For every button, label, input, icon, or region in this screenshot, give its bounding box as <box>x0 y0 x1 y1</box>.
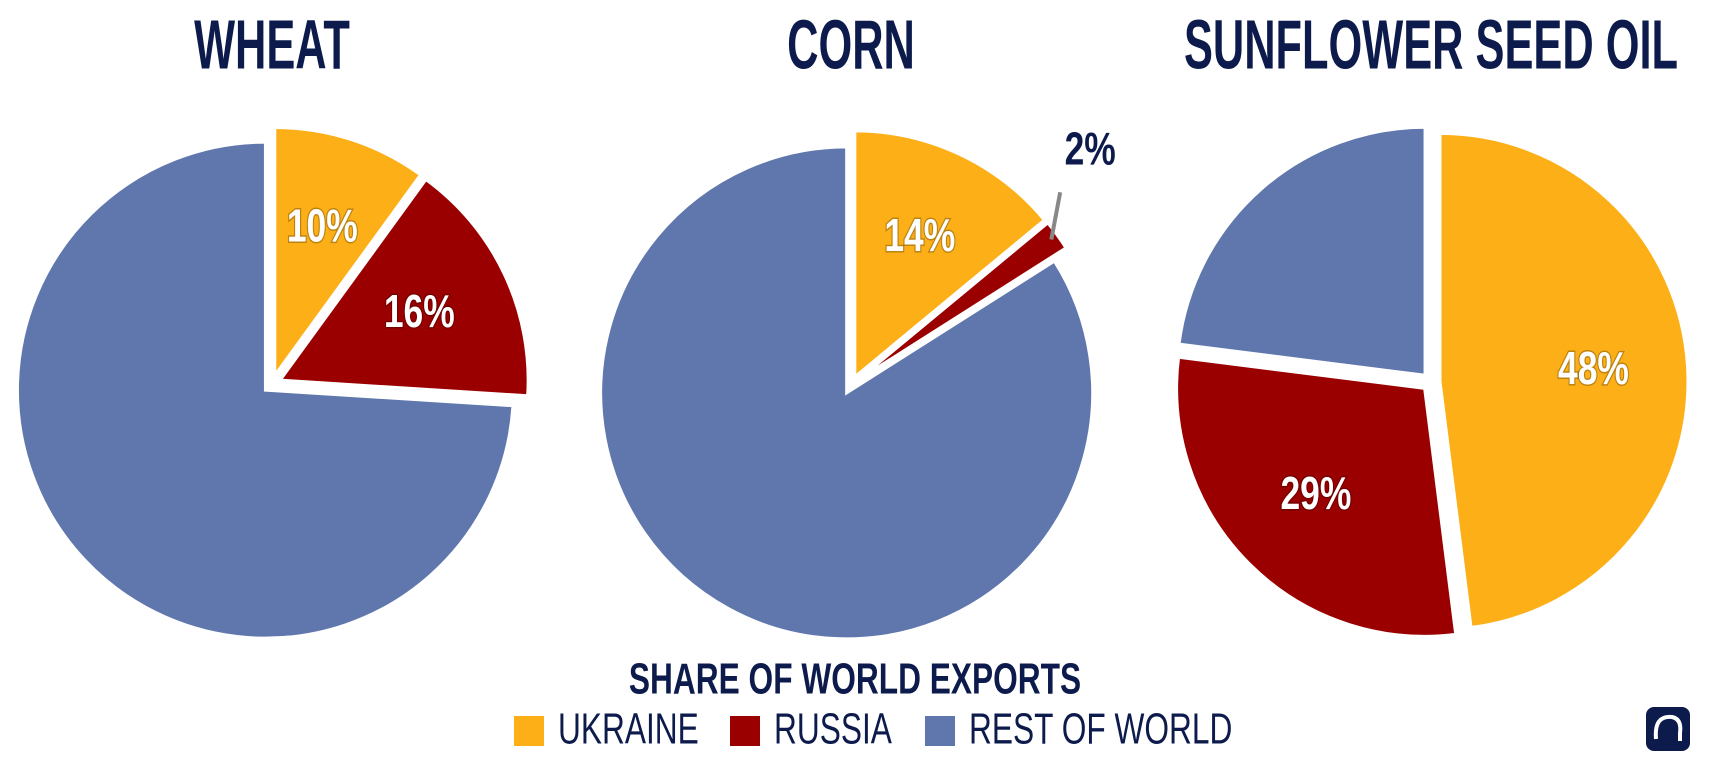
pie-slice <box>273 125 423 381</box>
legend-entry: REST OF WORLD <box>969 705 1232 754</box>
data-label: 2% <box>1065 123 1116 175</box>
legend-swatch <box>514 716 544 746</box>
pie-title-group: WHEAT <box>194 6 350 84</box>
pie-slice <box>1438 131 1690 630</box>
leader-line <box>1049 191 1063 240</box>
pie-slice <box>853 129 1047 381</box>
label-group: 16% <box>383 284 457 338</box>
pie-slice <box>15 140 515 640</box>
chart-title: SUNFLOWER SEED OIL <box>1184 6 1678 84</box>
pie-slice <box>1175 355 1458 638</box>
data-label: 14% <box>884 210 955 262</box>
legend-label: UKRAINE <box>558 705 699 754</box>
legend-entry: UKRAINE <box>558 705 699 754</box>
legend-title: SHARE OF WORLD EXPORTS <box>629 655 1081 704</box>
data-label: 29% <box>1280 468 1351 520</box>
pie-slice <box>857 220 1069 381</box>
label-group: 10% <box>286 199 360 253</box>
label-group: 14% <box>883 208 957 262</box>
pie-title-group: SUNFLOWER SEED OIL <box>1184 6 1678 84</box>
legend-title-group: SHARE OF WORLD EXPORTS <box>629 655 1081 704</box>
pie-slice <box>277 177 530 398</box>
label-group: 2% <box>1065 123 1116 175</box>
data-label: 48% <box>1558 342 1629 394</box>
data-label: 10% <box>287 200 358 252</box>
label-group: 29% <box>1279 466 1353 520</box>
pie-title-group: CORN <box>787 6 915 84</box>
chart-title: WHEAT <box>194 6 350 84</box>
legend-entry: RUSSIA <box>774 705 892 754</box>
legend-swatch <box>730 716 760 746</box>
data-label: 16% <box>384 285 455 337</box>
legend-label: RUSSIA <box>774 705 892 754</box>
chart-title: CORN <box>787 6 915 84</box>
pie-slice <box>1177 125 1427 377</box>
legend-label: REST OF WORLD <box>969 705 1232 754</box>
legend-swatch <box>925 716 955 746</box>
label-group: 48% <box>1557 341 1631 395</box>
pie-slice <box>599 145 1095 641</box>
logo <box>1646 707 1690 751</box>
